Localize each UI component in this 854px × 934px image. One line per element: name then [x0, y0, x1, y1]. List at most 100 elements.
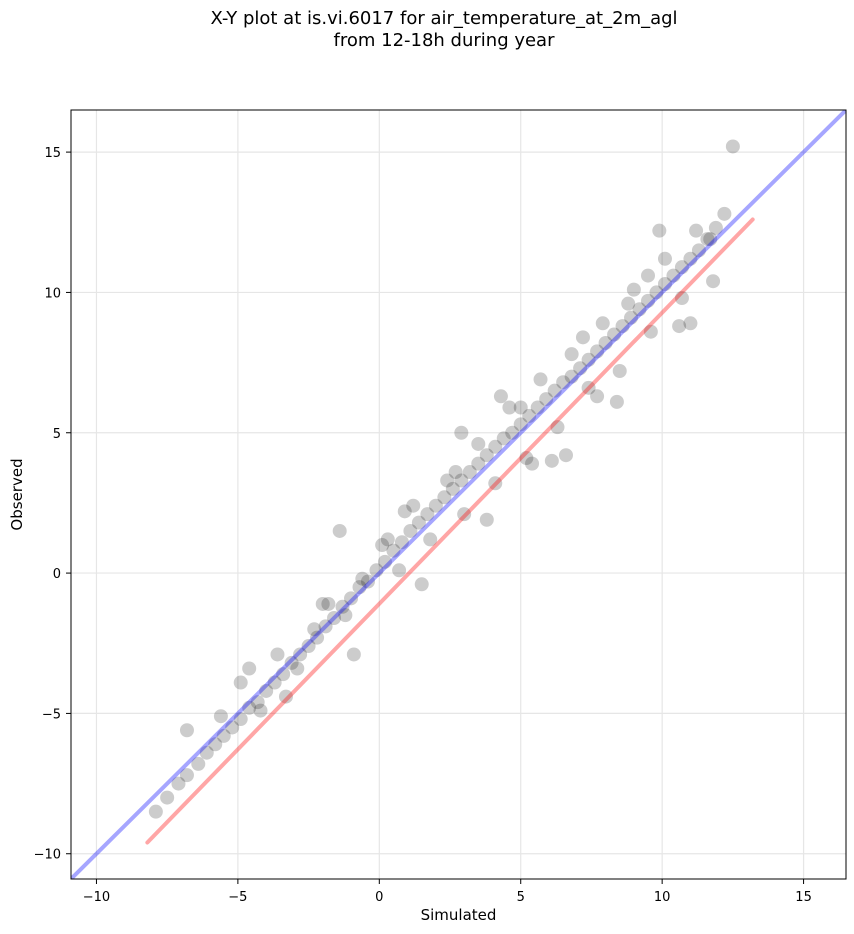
- x-tick-label: −5: [228, 890, 247, 905]
- scatter-point: [213, 709, 228, 724]
- scatter-point: [683, 316, 698, 331]
- scatter-point: [307, 622, 322, 637]
- x-tick-label: 10: [654, 890, 671, 905]
- scatter-point: [315, 596, 330, 611]
- scatter-point: [590, 344, 605, 359]
- scatter-point: [703, 232, 718, 247]
- scatter-point: [539, 392, 554, 407]
- scatter-point: [609, 394, 624, 409]
- x-tick-label: 5: [517, 890, 525, 905]
- scatter-point: [641, 293, 656, 308]
- scatter-point: [284, 655, 299, 670]
- scatter-point: [564, 369, 579, 384]
- y-tick-label: −10: [34, 848, 61, 863]
- scatter-point: [301, 639, 316, 654]
- scatter-point: [652, 223, 667, 238]
- scatter-point: [276, 667, 291, 682]
- scatter-point: [208, 737, 223, 752]
- scatter-point: [691, 243, 706, 258]
- scatter-point: [513, 417, 528, 432]
- scatter-point: [674, 260, 689, 275]
- scatter-point: [454, 425, 469, 440]
- scatter-point: [502, 400, 517, 415]
- scatter-point: [598, 335, 613, 350]
- scatter-point: [338, 608, 353, 623]
- scatter-point: [595, 316, 610, 331]
- scatter-point: [573, 361, 588, 376]
- scatter-point: [454, 473, 469, 488]
- scatter-point: [344, 591, 359, 606]
- scatter-point: [369, 563, 384, 578]
- scatter-point: [352, 580, 367, 595]
- scatter-point: [533, 372, 548, 387]
- scatter-point: [403, 523, 418, 538]
- scatter-point: [346, 647, 361, 662]
- y-tick-label: −5: [42, 707, 61, 722]
- scatter-point: [643, 324, 658, 339]
- chart-subtitle: from 12-18h during year: [333, 30, 555, 51]
- scatter-point: [632, 302, 647, 317]
- scatter-point: [581, 352, 596, 367]
- scatter-point: [250, 695, 265, 710]
- scatter-point: [179, 723, 194, 738]
- scatter-point: [488, 439, 503, 454]
- scatter-point: [179, 768, 194, 783]
- scatter-point: [448, 465, 463, 480]
- scatter-point: [394, 535, 409, 550]
- y-tick-label: 10: [44, 286, 61, 301]
- scatter-point: [672, 319, 687, 334]
- scatter-point: [332, 523, 347, 538]
- chart-title-block: X-Y plot at is.vi.6017 for air_temperatu…: [0, 8, 854, 52]
- scatter-point: [406, 498, 421, 513]
- scatter-point: [428, 498, 443, 513]
- scatter-point: [160, 790, 175, 805]
- scatter-point: [462, 465, 477, 480]
- scatter-point: [479, 512, 494, 527]
- scatter-point: [544, 453, 559, 468]
- scatter-point: [522, 408, 537, 423]
- scatter-point: [649, 285, 664, 300]
- chart-title: X-Y plot at is.vi.6017 for air_temperatu…: [210, 8, 678, 29]
- scatter-point: [624, 310, 639, 325]
- scatter-point: [575, 330, 590, 345]
- x-tick-label: 0: [375, 890, 383, 905]
- scatter-point: [321, 596, 336, 611]
- scatter-point: [380, 532, 395, 547]
- scatter-point: [327, 610, 342, 625]
- scatter-point: [386, 543, 401, 558]
- scatter-point: [479, 448, 494, 463]
- x-tick-label: 15: [795, 890, 812, 905]
- scatter-point: [558, 448, 573, 463]
- scatter-point: [267, 675, 282, 690]
- scatter-point: [641, 268, 656, 283]
- scatter-point: [318, 619, 333, 634]
- identity-line: [71, 110, 846, 879]
- scatter-point: [377, 554, 392, 569]
- scatter-point: [700, 232, 715, 247]
- scatter-point: [488, 476, 503, 491]
- y-tick-label: 5: [53, 427, 61, 442]
- scatter-point: [440, 473, 455, 488]
- grid: [71, 110, 846, 879]
- scatter-point: [259, 683, 274, 698]
- scatter-point: [505, 425, 520, 440]
- scatter-point: [392, 563, 407, 578]
- scatter-point: [310, 630, 325, 645]
- scatter-point: [253, 703, 268, 718]
- scatter-point: [626, 282, 641, 297]
- scatter-point: [519, 451, 534, 466]
- scatter-point: [360, 574, 375, 589]
- scatter-point: [233, 675, 248, 690]
- scatter-point: [689, 223, 704, 238]
- scatter-point: [278, 689, 293, 704]
- scatter-point: [530, 400, 545, 415]
- scatter-point: [615, 319, 630, 334]
- scatter-point: [683, 251, 698, 266]
- reference-lines: [71, 110, 846, 879]
- scatter-point: [414, 577, 429, 592]
- scatter-point: [471, 436, 486, 451]
- scatter-point: [717, 206, 732, 221]
- y-axis-label: Observed: [8, 458, 26, 530]
- scatter-point: [375, 538, 390, 553]
